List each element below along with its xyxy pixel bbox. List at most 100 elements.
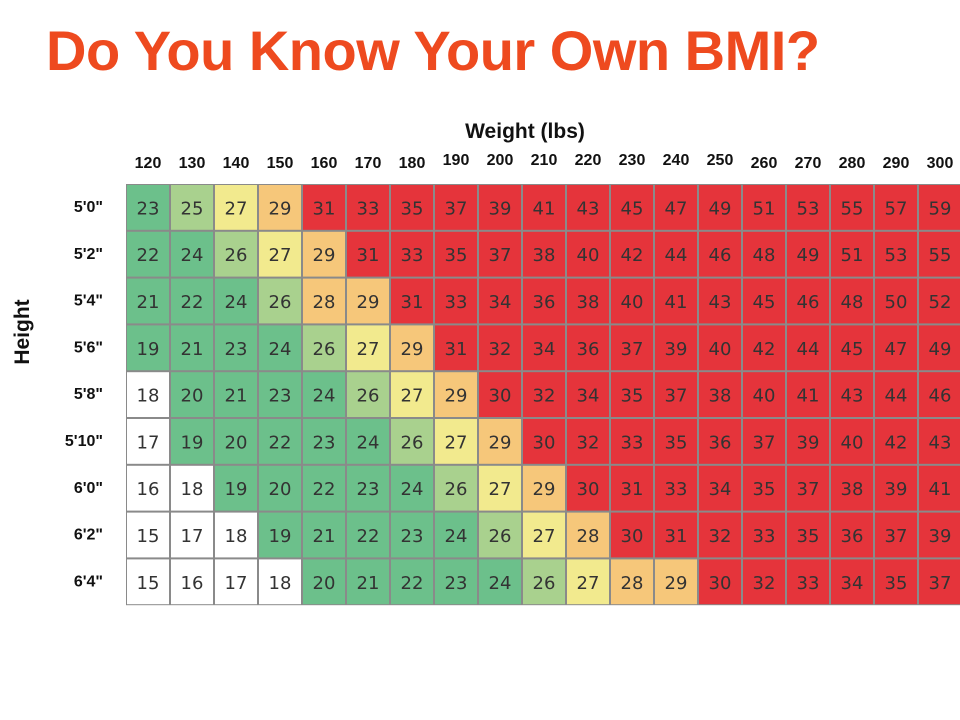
bmi-cell-value: 19: [137, 339, 160, 360]
bmi-cell-value: 42: [621, 245, 644, 266]
bmi-cell: [611, 278, 653, 324]
bmi-cell: [567, 185, 609, 230]
bmi-cell-value: 21: [357, 573, 380, 594]
bmi-cell-value: 49: [709, 198, 732, 219]
bmi-cell-value: 47: [665, 198, 688, 219]
weight-tick-label: 150: [267, 155, 294, 172]
bmi-cell: [347, 325, 389, 371]
bmi-cell: [479, 559, 521, 605]
bmi-cell: [127, 325, 169, 371]
height-tick-label: 6'4": [74, 573, 103, 590]
bmi-cell: [875, 559, 917, 605]
bmi-cell-value: 43: [929, 432, 952, 453]
bmi-cell: [347, 372, 389, 417]
bmi-cell-value: 49: [797, 245, 820, 266]
bmi-cell-value: 38: [709, 386, 732, 407]
bmi-cell: [743, 325, 785, 371]
bmi-cell-value: 35: [665, 432, 688, 453]
bmi-cell-value: 42: [885, 432, 908, 453]
bmi-cell: [699, 231, 741, 277]
bmi-cell: [303, 185, 345, 230]
bmi-cell: [127, 278, 169, 324]
bmi-cell: [743, 231, 785, 277]
bmi-cell-value: 32: [533, 386, 556, 407]
bmi-cell: [787, 465, 829, 511]
bmi-cell-value: 23: [313, 432, 336, 453]
bmi-cell: [875, 465, 917, 511]
bmi-cell-value: 37: [621, 339, 644, 360]
weight-tick-label: 250: [707, 152, 734, 169]
bmi-cell-value: 29: [489, 432, 512, 453]
bmi-cell: [171, 185, 213, 230]
bmi-cell-value: 33: [401, 245, 424, 266]
bmi-cell-value: 39: [489, 198, 512, 219]
bmi-cell-value: 31: [357, 245, 380, 266]
bmi-cell: [215, 465, 257, 511]
bmi-cell: [215, 559, 257, 605]
bmi-cell-value: 46: [709, 245, 732, 266]
bmi-cell-value: 50: [885, 292, 908, 313]
bmi-cell: [743, 465, 785, 511]
weight-tick-label: 210: [531, 152, 558, 169]
height-tick-label: 5'10": [65, 433, 103, 450]
height-tick-label: 5'0": [74, 199, 103, 216]
weight-tick-label: 130: [179, 155, 206, 172]
weight-tick-label: 190: [443, 152, 470, 169]
bmi-cell: [743, 372, 785, 417]
bmi-cell-value: 36: [533, 292, 556, 313]
bmi-cell: [259, 512, 301, 558]
bmi-cell: [611, 372, 653, 417]
bmi-cell-value: 26: [313, 339, 336, 360]
bmi-cell: [391, 419, 433, 464]
bmi-cell-value: 26: [401, 432, 424, 453]
bmi-cell: [699, 559, 741, 605]
bmi-cell-value: 29: [665, 573, 688, 594]
bmi-cell-value: 39: [665, 339, 688, 360]
bmi-cell: [303, 278, 345, 324]
bmi-cell: [347, 465, 389, 511]
bmi-cell: [127, 559, 169, 605]
bmi-cell-value: 27: [357, 339, 380, 360]
bmi-cell: [655, 185, 697, 230]
bmi-cell: [435, 512, 477, 558]
bmi-cell-value: 42: [753, 339, 776, 360]
bmi-cell-value: 18: [269, 573, 292, 594]
bmi-cell: [743, 278, 785, 324]
bmi-cell-value: 37: [797, 479, 820, 500]
bmi-cell-value: 27: [533, 526, 556, 547]
bmi-cell-value: 33: [445, 292, 468, 313]
bmi-cell-value: 47: [885, 339, 908, 360]
bmi-cell-value: 33: [797, 573, 820, 594]
bmi-cell: [171, 231, 213, 277]
bmi-cell-value: 29: [357, 292, 380, 313]
bmi-cell: [611, 231, 653, 277]
bmi-cell: [259, 419, 301, 464]
bmi-cell-value: 19: [181, 432, 204, 453]
bmi-cell-value: 43: [841, 386, 864, 407]
bmi-cell: [171, 372, 213, 417]
height-tick-label: 5'4": [74, 293, 103, 310]
bmi-cell: [391, 278, 433, 324]
bmi-cell: [171, 419, 213, 464]
bmi-cell: [699, 185, 741, 230]
weight-tick-label: 160: [311, 155, 338, 172]
bmi-cell: [523, 185, 565, 230]
bmi-cell-value: 29: [445, 386, 468, 407]
bmi-cell: [171, 559, 213, 605]
bmi-cell: [127, 185, 169, 230]
bmi-cell: [127, 372, 169, 417]
bmi-cell-value: 52: [929, 292, 952, 313]
bmi-cell-value: 32: [489, 339, 512, 360]
bmi-cell-value: 37: [929, 573, 952, 594]
bmi-cell-value: 55: [841, 198, 864, 219]
bmi-cell: [699, 512, 741, 558]
bmi-cell-value: 22: [401, 573, 424, 594]
bmi-cell-value: 40: [621, 292, 644, 313]
bmi-cell: [611, 512, 653, 558]
bmi-cell-value: 27: [577, 573, 600, 594]
bmi-cell: [743, 512, 785, 558]
bmi-cell-value: 23: [445, 573, 468, 594]
bmi-cell: [743, 419, 785, 464]
bmi-cell-value: 37: [665, 386, 688, 407]
bmi-cell-value: 20: [181, 386, 204, 407]
